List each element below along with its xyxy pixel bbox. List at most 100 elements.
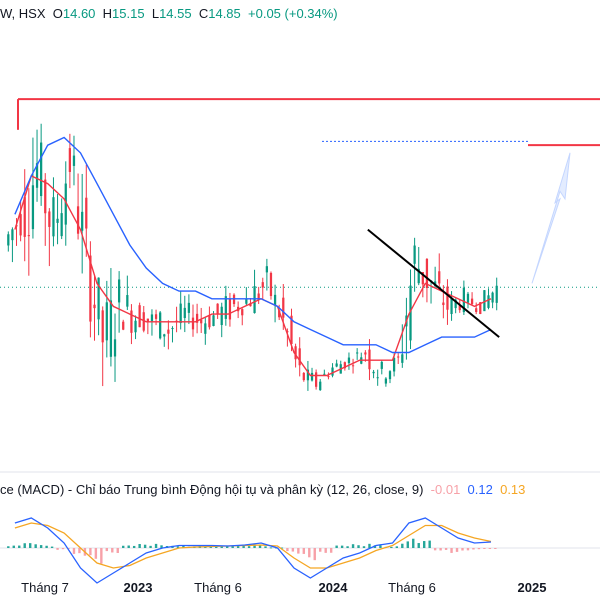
macd-histogram-bar	[89, 548, 92, 556]
macd-histogram-bar	[182, 545, 185, 548]
macd-histogram-bar	[351, 544, 355, 548]
macd-histogram-bar	[94, 548, 98, 559]
macd-histogram-bar	[72, 548, 76, 554]
open-label: O	[52, 6, 63, 21]
macd-histogram-bar	[450, 548, 453, 553]
high-value: 15.15	[112, 6, 145, 21]
macd-histogram-bar	[362, 546, 366, 548]
macd-histogram-bar	[340, 545, 344, 548]
candle-body	[163, 334, 166, 337]
candle-body	[183, 307, 186, 319]
candle-body	[253, 286, 256, 314]
x-tick-label: Tháng 6	[194, 580, 242, 595]
macd-histogram-bar	[7, 546, 10, 548]
candle-body	[154, 314, 158, 319]
candle-body	[101, 310, 104, 343]
candle-body	[97, 277, 100, 320]
candle-body	[290, 315, 293, 345]
macd-histogram-bar	[100, 548, 103, 564]
candle-body	[397, 356, 400, 358]
macd-histogram-bar	[488, 548, 492, 549]
candle-body	[487, 295, 490, 308]
macd-histogram-bar	[242, 545, 245, 548]
candle-body	[475, 308, 478, 312]
candle-body	[228, 298, 232, 320]
candle-body	[130, 310, 133, 333]
candle-body	[421, 272, 424, 285]
candle-body	[23, 197, 26, 237]
candle-body	[7, 234, 10, 246]
candle-body	[11, 229, 14, 241]
candle-body	[81, 211, 84, 231]
macd-histogram-bar	[379, 545, 382, 548]
macd-histogram-bar	[494, 548, 497, 549]
candle-body	[117, 279, 121, 303]
candle-body	[323, 373, 326, 375]
candle-body	[134, 320, 137, 333]
x-tick-label: 2023	[123, 580, 153, 595]
macd-histogram-bar	[231, 546, 234, 548]
candle-body	[212, 315, 215, 327]
macd-histogram-bar	[280, 547, 284, 549]
macd-histogram-bar	[247, 546, 251, 548]
candle-body	[64, 183, 67, 225]
candle-body	[68, 148, 71, 172]
macd-histogram-bar	[346, 546, 349, 548]
candle-body	[388, 371, 392, 380]
macd-line	[14, 517, 492, 584]
macd-histogram-bar	[269, 547, 273, 549]
macd-histogram-bar	[160, 545, 163, 548]
candle-body	[113, 339, 117, 357]
candle-body	[286, 331, 289, 333]
ma-slow-line	[14, 136, 492, 354]
macd-histogram-bar	[132, 545, 136, 548]
candle-body	[401, 354, 404, 363]
candle-body	[56, 218, 59, 223]
macd-histogram-bar	[127, 545, 130, 548]
symbol-label: W, HSX	[0, 6, 46, 21]
candle-body	[35, 163, 39, 188]
candle-body	[319, 381, 322, 391]
macd-histogram-bar	[105, 548, 109, 552]
low-value: 14.55	[159, 6, 192, 21]
close-value: 14.85	[208, 6, 241, 21]
x-tick-label: 2024	[318, 580, 348, 595]
candle-body	[269, 272, 273, 297]
macd-title: ce (MACD) - Chỉ báo Trung bình Động hội …	[0, 482, 424, 497]
macd-histogram-bar	[34, 544, 37, 548]
candle-body	[491, 292, 494, 303]
macd-histogram-bar	[286, 548, 289, 552]
x-tick-label: Tháng 7	[21, 580, 69, 595]
macd-histogram-bar	[455, 548, 459, 552]
macd-hist-value: -0.01	[430, 482, 461, 497]
macd-histogram-bar	[319, 548, 322, 552]
candle-body	[409, 285, 412, 341]
candle-body	[356, 352, 359, 354]
candle-body	[392, 357, 396, 372]
ohlc-legend: W, HSX O14.60 H15.15 L14.55 C14.85 +0.05…	[0, 6, 338, 21]
macd-histogram-bar	[23, 543, 26, 548]
candle-body	[413, 245, 416, 264]
candle-body	[306, 369, 310, 381]
candle-body	[52, 197, 55, 237]
macd-histogram-bar	[50, 546, 54, 548]
candle-body	[89, 255, 92, 322]
macd-histogram-bar	[417, 543, 420, 548]
macd-signal-value: 0.13	[500, 482, 526, 497]
projection-arrow	[531, 152, 571, 284]
candle-body	[220, 306, 223, 326]
macd-histogram-bar	[390, 546, 393, 548]
macd-histogram-bar	[176, 546, 180, 548]
candle-body	[76, 206, 80, 234]
candle-body	[40, 142, 43, 197]
macd-histogram-bar	[297, 548, 300, 554]
macd-histogram-bar	[422, 541, 426, 548]
candle-body	[200, 319, 203, 324]
candle-body	[462, 287, 465, 313]
ma-fast-line	[14, 174, 492, 377]
candle-body	[257, 293, 260, 300]
candle-body	[442, 302, 445, 306]
candle-body	[138, 305, 141, 328]
macd-histogram-bar	[313, 548, 316, 561]
